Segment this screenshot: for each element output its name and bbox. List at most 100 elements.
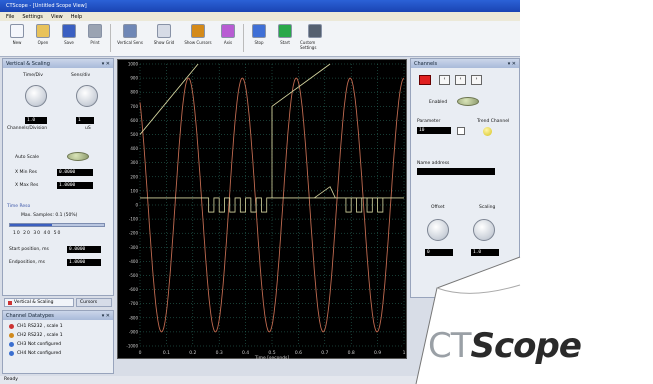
toolbar-show-cursors-button[interactable]: Show Cursors — [183, 24, 213, 54]
toolbar-stop-button[interactable]: Stop — [248, 24, 270, 54]
x-tick-label: 0.7 — [321, 350, 328, 356]
toolbar-new-button[interactable]: New — [6, 24, 28, 54]
channel-next-button[interactable]: › — [471, 75, 482, 85]
toolbar-print-button[interactable]: Print — [84, 24, 106, 54]
toolbar-label: Vertical Sens — [117, 40, 143, 45]
autoscale-label: Auto Scale — [15, 155, 39, 160]
panel-title: Vertical & Scaling — [6, 61, 50, 67]
toolbar-show-grid-button[interactable]: Show Grid — [149, 24, 179, 54]
channel-label: CH2 RS232 , scale 1 — [17, 333, 63, 338]
document-icon — [10, 24, 24, 38]
time-div-knob[interactable] — [25, 85, 47, 107]
toolbar: New Open Save Print Vertical Sens Show Grid Sh… — [0, 21, 520, 57]
y-tick-label: -400 — [129, 259, 139, 264]
panel-pin-icon[interactable]: ▾ ✕ — [101, 313, 110, 319]
menu-item-file[interactable]: File — [6, 14, 15, 20]
xmax-label: X Max Res — [15, 183, 39, 188]
x-tick-label: 0.6 — [295, 350, 302, 356]
trace-channel-1-pulse — [140, 148, 404, 213]
y-tick-label: 500 — [130, 132, 138, 137]
toolbar-label: Print — [90, 40, 100, 45]
channel-prev-button[interactable]: ‹ — [439, 75, 450, 85]
trend-channel-label: Trend Channel — [477, 119, 510, 124]
y-tick-label: 300 — [130, 160, 138, 165]
folder-icon — [36, 24, 50, 38]
parameter-checkbox[interactable] — [457, 127, 465, 135]
x-tick-label: 0 — [139, 350, 142, 356]
channel-dot-icon — [9, 351, 14, 356]
cursor-icon — [191, 24, 205, 38]
panel-pin-icon[interactable]: ▾ ✕ — [507, 61, 516, 67]
toolbar-label: Show Grid — [153, 40, 175, 45]
channel-color-swatch[interactable] — [419, 75, 431, 85]
list-item[interactable]: CH4 Not configured — [9, 349, 107, 358]
menu-item-settings[interactable]: Settings — [22, 14, 43, 20]
scope-display[interactable]: 0 0.1 0.2 0.3 0.4 0.5 0.6 0.7 0.8 0.9 1 1000 900 800 7… — [117, 59, 407, 361]
offset-value: 0 — [425, 249, 453, 256]
y-tick-label: 0 — [135, 203, 138, 208]
list-item[interactable]: CH3 Not configured — [9, 340, 107, 349]
x-tick-label: 0.5 — [268, 350, 275, 356]
y-tick-label: -700 — [129, 301, 139, 306]
autoscale-toggle[interactable] — [67, 152, 89, 161]
toolbar-label: Save — [64, 40, 74, 45]
panel-pin-icon[interactable]: ▾ ✕ — [101, 61, 110, 67]
xmin-value[interactable]: 0.0000 — [57, 169, 93, 176]
menu-item-help[interactable]: Help — [70, 14, 83, 20]
end-position-value[interactable]: 1.0000 — [67, 259, 101, 266]
toolbar-label: Axis — [223, 40, 233, 45]
play-icon — [278, 24, 292, 38]
channel-datatypes-panel: Channel Datatypes ▾ ✕ CH1 RS232 , scale 1… — [2, 310, 114, 374]
scaling-knob[interactable] — [473, 219, 495, 241]
channel-select-button[interactable]: ‹ — [455, 75, 466, 85]
x-tick-label: 0.4 — [242, 350, 249, 356]
print-icon — [88, 24, 102, 38]
tab-cursors[interactable]: Cursors — [76, 298, 112, 307]
x-tick-label: 0.9 — [374, 350, 381, 356]
start-position-value[interactable]: 0.0000 — [67, 246, 101, 253]
toolbar-vertical-sens-button[interactable]: Vertical Sens — [115, 24, 145, 54]
y-tick-label: 200 — [130, 174, 138, 179]
toolbar-label: New — [12, 40, 22, 45]
list-item[interactable]: CH1 RS232 , scale 1 — [9, 322, 107, 331]
toolbar-custom-settings-button[interactable]: Custom Settings — [300, 24, 330, 54]
sens-div-label: Sens/div — [71, 73, 91, 78]
window-title: CTScope - [Untitled Scope View] — [0, 0, 520, 12]
y-tick-label: -600 — [129, 287, 139, 292]
enabled-label: Enabled — [429, 100, 448, 105]
y-tick-label: 400 — [130, 146, 138, 151]
offset-knob[interactable] — [427, 219, 449, 241]
y-tick-label: 900 — [130, 76, 138, 81]
y-tick-label: 100 — [130, 188, 138, 193]
toolbar-start-button[interactable]: Start — [274, 24, 296, 54]
parameter-value[interactable]: 10 — [417, 127, 451, 134]
rate-slider-track[interactable] — [9, 223, 105, 227]
enabled-toggle[interactable] — [457, 97, 479, 106]
sens-div-knob[interactable] — [76, 85, 98, 107]
channels-division-caption: Channels/Division — [7, 126, 48, 131]
sens-div-value: 1 — [76, 117, 94, 124]
time-group-label: Time Reso — [7, 204, 31, 209]
toolbar-open-button[interactable]: Open — [32, 24, 54, 54]
vertical-icon — [123, 24, 137, 38]
menu-item-view[interactable]: View — [50, 14, 63, 20]
list-item[interactable]: CH2 RS232 , scale 1 — [9, 331, 107, 340]
xmax-value[interactable]: 1.0000 — [57, 182, 93, 189]
tab-label: Cursors — [80, 300, 98, 305]
offset-label: Offset — [431, 205, 445, 210]
start-position-label: Start position, ms — [9, 247, 49, 252]
toolbar-axis-button[interactable]: Axis — [217, 24, 239, 54]
channels-panel: Channels ▾ ✕ ‹ ‹ › Enabled Parameter Tren… — [410, 58, 520, 298]
y-tick-label: -900 — [129, 329, 139, 334]
channel-list: CH1 RS232 , scale 1 CH2 RS232 , scale 1 CH… — [3, 320, 113, 360]
y-tick-label: -800 — [129, 315, 139, 320]
trend-indicator-icon[interactable] — [483, 127, 492, 136]
tab-vertical-scaling[interactable]: Vertical & Scaling — [4, 298, 74, 307]
rate-slider-fill — [10, 224, 53, 226]
name-address-field[interactable] — [417, 168, 495, 175]
channel-label: CH3 Not configured — [17, 342, 62, 347]
toolbar-save-button[interactable]: Save — [58, 24, 80, 54]
rate-label: Max. Samples: 0.1 (50%) — [21, 213, 78, 218]
scope-plot: 0 0.1 0.2 0.3 0.4 0.5 0.6 0.7 0.8 0.9 110009008007… — [126, 62, 405, 361]
units-caption: uS — [85, 126, 91, 131]
